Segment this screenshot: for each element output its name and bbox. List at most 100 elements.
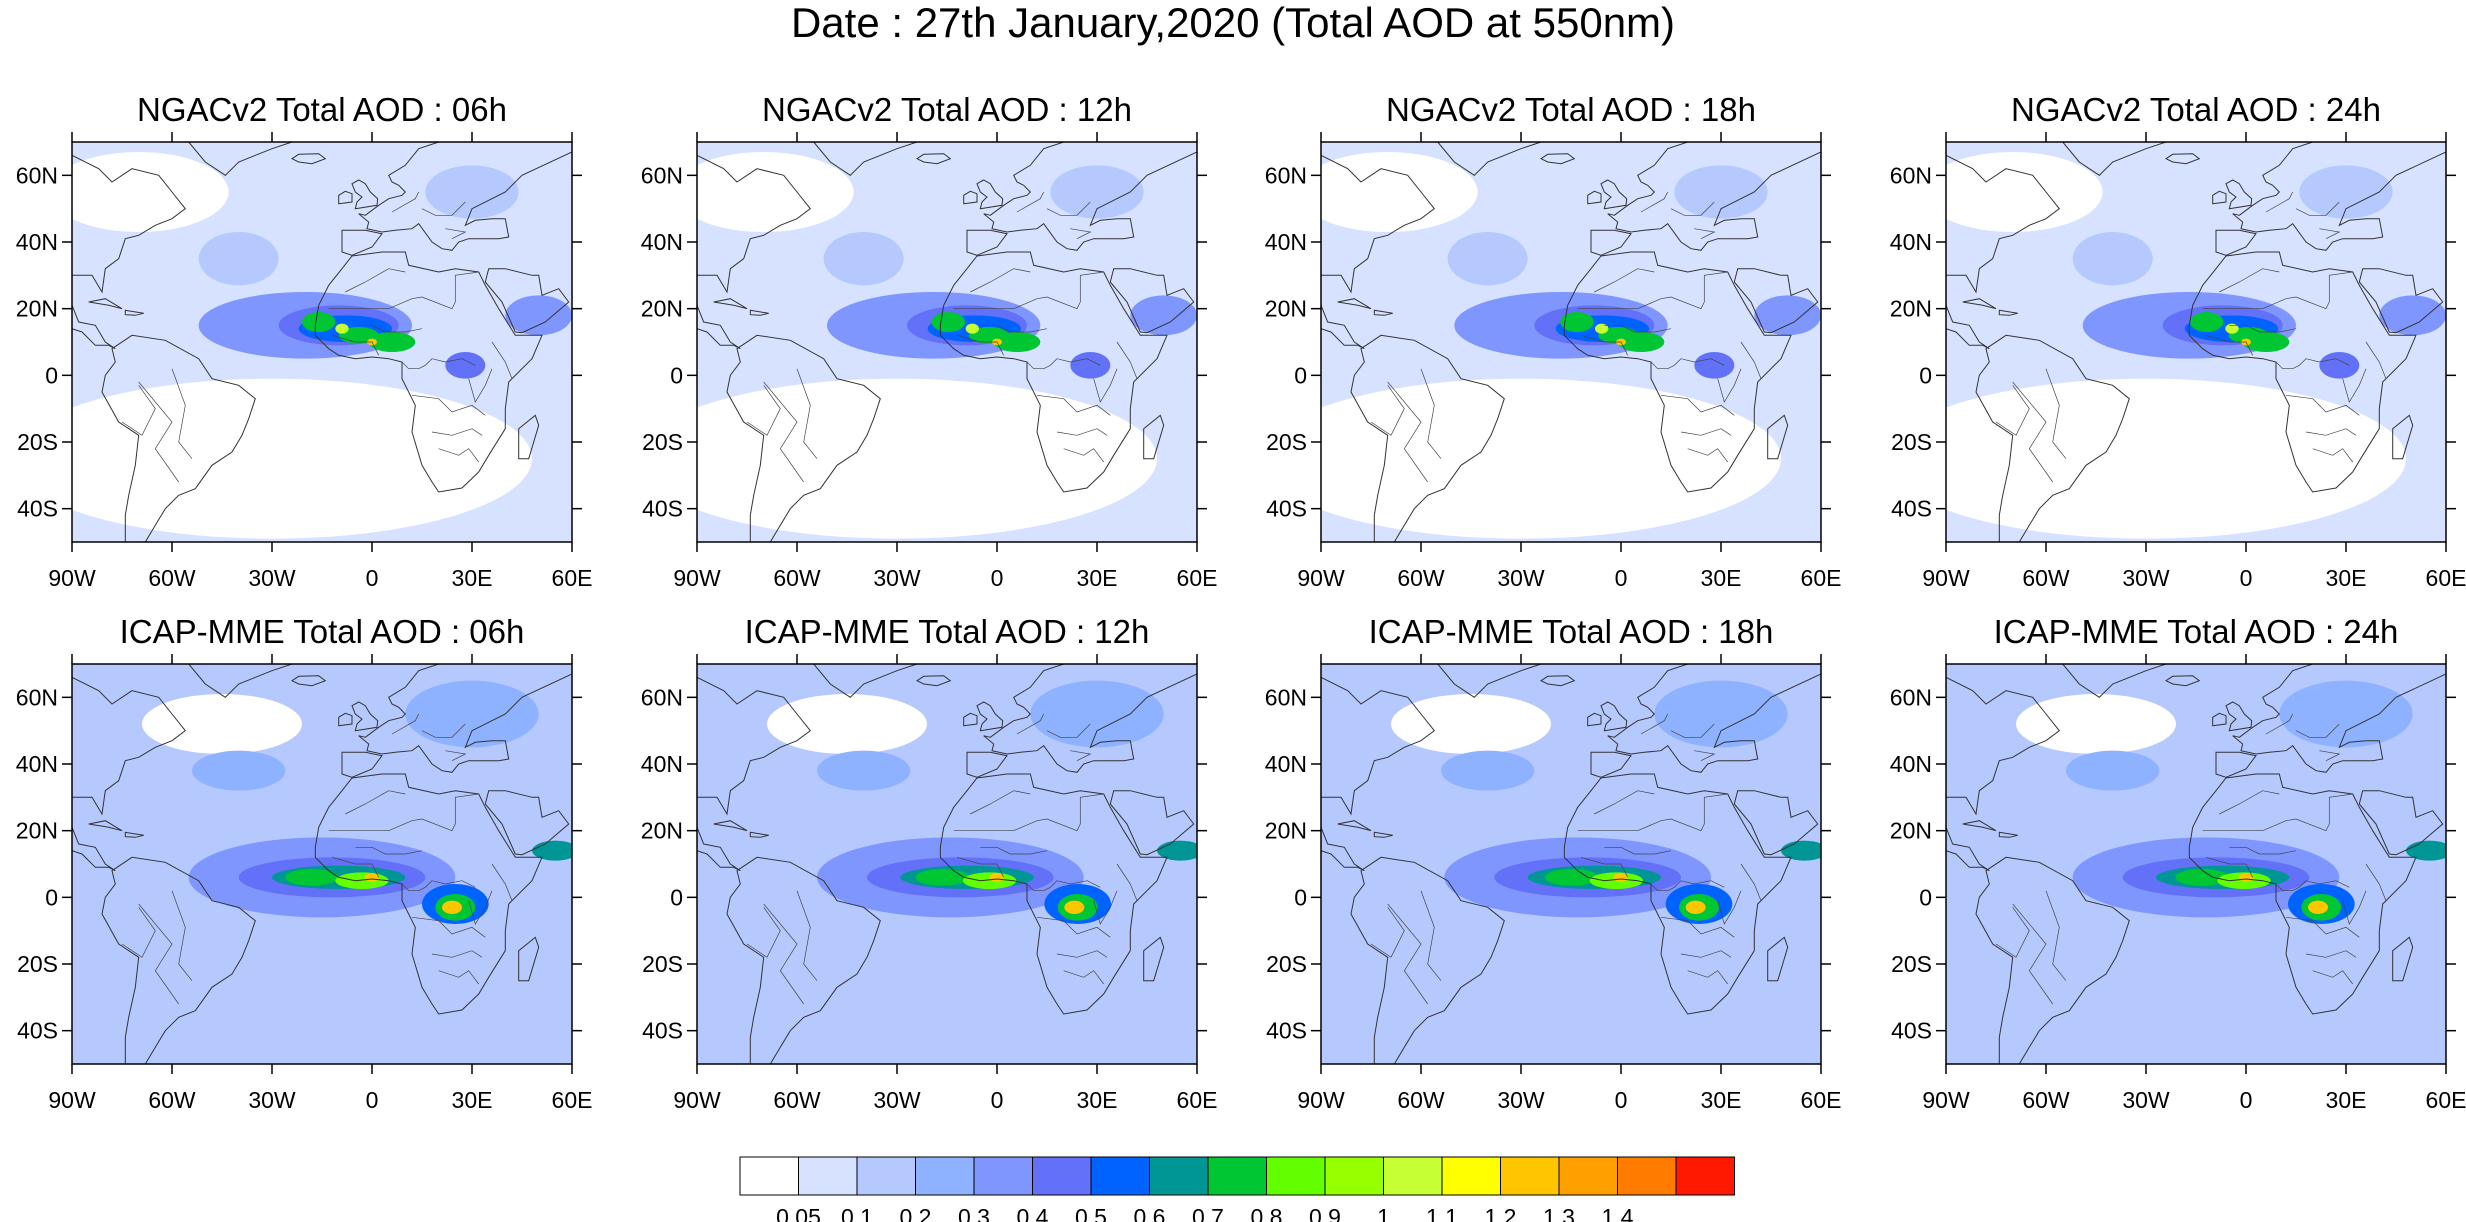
coastline-iceland: [1539, 675, 1576, 687]
panel-title: NGACv2 Total AOD : 12h: [762, 91, 1132, 128]
coastline-iberia: [2215, 751, 2257, 778]
lon-tick-label: 60E: [552, 565, 593, 591]
country-border: [2012, 903, 2053, 1005]
lat-tick-label: 20N: [1265, 296, 1307, 322]
country-border: [1740, 341, 1762, 379]
country-border: [2275, 880, 2350, 892]
coastline-europe: [1607, 142, 1821, 251]
lat-tick-label: 0: [1919, 362, 1932, 388]
country-border: [2319, 750, 2341, 762]
lon-tick-label: 0: [2240, 1087, 2253, 1113]
aod-clean-region: [142, 694, 302, 754]
country-border: [2045, 368, 2067, 459]
coastline-ireland: [2212, 190, 2227, 205]
lat-tick-label: 20S: [17, 429, 58, 455]
country-border: [1670, 723, 1715, 738]
colorbar-label: 0.7: [1192, 1204, 1224, 1222]
country-border: [401, 358, 476, 370]
coastline-southAmerica: [101, 856, 256, 1064]
country-border: [2202, 296, 2330, 310]
aod-clean-region: [1946, 152, 2103, 232]
lat-tick-label: 40S: [1266, 496, 1307, 522]
lat-tick-label: 0: [45, 884, 58, 910]
lat-tick-label: 20N: [1890, 818, 1932, 844]
country-border: [328, 296, 456, 310]
lon-tick-label: 30W: [873, 565, 921, 591]
coastline-hispaniola: [749, 831, 769, 838]
country-border: [1640, 713, 1669, 735]
country-border: [2265, 713, 2294, 735]
coastline-madagascar: [1767, 936, 1789, 982]
map-plot: 90W 60W 30W 0 30E 60E 60N 40N 20N 0 20S 40S: [1890, 132, 2466, 591]
lon-tick-label: 30E: [2326, 1087, 2367, 1113]
aod-plume: [1070, 352, 1111, 379]
coastline-southAmerica: [726, 856, 881, 1064]
coastline-hispaniola: [1373, 831, 1393, 838]
country-border: [2305, 428, 2357, 436]
colorbar-label: 1.1: [1426, 1204, 1458, 1222]
lat-tick-label: 20N: [16, 818, 58, 844]
country-border: [956, 856, 1005, 878]
coastline-centralAmerica: [1321, 305, 1365, 350]
country-border: [1370, 385, 1405, 436]
coastline-cuba: [1962, 298, 1997, 310]
map-panel: NGACv2 Total AOD : 24h 90W 60W 30W 0 30E 60E 60…: [1890, 90, 2466, 630]
coastline-iceland: [1539, 153, 1576, 165]
country-border: [1577, 818, 1705, 832]
country-border: [2328, 271, 2353, 302]
country-border: [1580, 334, 1629, 356]
coastline-africa: [314, 773, 543, 1015]
map-panel: ICAP-MME Total AOD : 18h 90W 60W 30W 0 30E 60E…: [1265, 612, 1861, 1152]
country-border: [2045, 890, 2067, 981]
lon-tick-label: 60W: [1397, 565, 1445, 591]
lon-tick-label: 90W: [673, 565, 721, 591]
coastline-greenland: [2062, 142, 2167, 176]
colorbar-box: [915, 1156, 975, 1196]
coastline-iceland: [290, 675, 327, 687]
lat-tick-label: 40N: [1890, 229, 1932, 255]
country-border: [138, 381, 179, 483]
lat-tick-label: 20N: [16, 296, 58, 322]
lon-tick-label: 60W: [1397, 1087, 1445, 1113]
lat-tick-label: 40S: [17, 496, 58, 522]
coastline-southAmerica: [726, 334, 881, 542]
aod-plume: [338, 327, 379, 344]
map-panel: NGACv2 Total AOD : 18h 90W 60W 30W 0 30E 60E 60…: [1265, 90, 1861, 630]
coastline-africa: [2188, 773, 2417, 1015]
colorbar-box: [1207, 1156, 1267, 1196]
map-frame: [696, 663, 1198, 1065]
coastline-iberia: [1590, 229, 1632, 256]
lat-tick-label: 20S: [642, 429, 683, 455]
country-border: [2312, 970, 2353, 985]
country-border: [355, 324, 423, 333]
colorbar-box: [1383, 1156, 1443, 1196]
aod-plume: [425, 165, 519, 219]
lon-tick-label: 60E: [1801, 1087, 1842, 1113]
lon-tick-label: 0: [366, 1087, 379, 1113]
country-border: [1594, 790, 1655, 815]
lon-tick-label: 90W: [48, 1087, 96, 1113]
figure-title: Date : 27th January,2020 (Total AOD at 5…: [790, 0, 1676, 46]
coastline-ireland: [1587, 712, 1602, 727]
country-border: [2219, 790, 2280, 815]
aod-plume: [445, 352, 486, 379]
country-border: [171, 890, 193, 981]
lat-tick-label: 20S: [1891, 951, 1932, 977]
country-border: [1670, 201, 1715, 216]
lon-tick-label: 60W: [773, 1087, 821, 1113]
colorbar-label: 1.3: [1543, 1204, 1575, 1222]
coastline-europe: [983, 664, 1197, 773]
country-border: [121, 907, 156, 958]
coastline-europe: [358, 664, 572, 773]
aod-plume: [1050, 165, 1144, 219]
aod-plume: [915, 869, 969, 886]
lon-tick-label: 90W: [673, 1087, 721, 1113]
aod-plume: [817, 750, 911, 791]
aod-clean-region: [72, 152, 229, 232]
map-plot: 90W 60W 30W 0 30E 60E 60N 40N 20N 0 20S 40S: [16, 132, 593, 591]
colorbar-label: 0.6: [1134, 1204, 1166, 1222]
coastline-ireland: [1587, 190, 1602, 205]
lon-tick-label: 0: [1615, 565, 1628, 591]
coastline-centralAmerica: [72, 305, 116, 350]
